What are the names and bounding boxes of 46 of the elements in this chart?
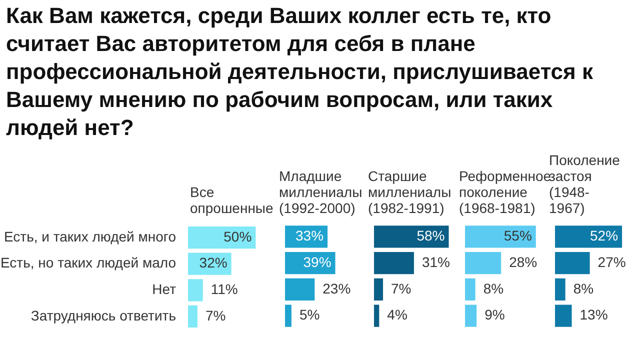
bar — [188, 279, 203, 302]
data-label: 33% — [296, 228, 324, 244]
chart-title: Как Вам кажется, среди Ваших коллег есть те, кто считает Вас авторитетом для себя в плане профессиональной деятельности, прислушивается к Вашему мнению по рабочим вопросам, или таких людей нет? — [6, 2, 594, 142]
data-label: 8% — [573, 280, 594, 296]
bar — [285, 304, 292, 327]
data-label: 28% — [509, 254, 538, 270]
bar — [374, 278, 384, 301]
data-label: 50% — [224, 228, 252, 244]
data-label: 58% — [416, 228, 445, 244]
data-label: 11% — [210, 281, 238, 298]
bar — [555, 226, 622, 248]
bar — [465, 252, 502, 274]
y-tick-label: Затрудняюсь ответить — [30, 307, 176, 324]
data-label: 7% — [391, 280, 412, 296]
data-label: 52% — [590, 228, 618, 244]
bar — [465, 304, 477, 327]
bar — [465, 278, 476, 301]
data-label: 8% — [483, 280, 504, 296]
bar — [374, 252, 414, 274]
data-label: 13% — [580, 306, 608, 323]
bar — [555, 252, 590, 274]
bar — [188, 226, 256, 249]
bar — [555, 278, 566, 301]
data-label: 5% — [299, 306, 320, 323]
chart-title: Младшие миллениалы (1992-2000) — [279, 168, 364, 216]
chart-title: Старшие миллениалы (1982-1991) — [368, 168, 452, 216]
data-label: 23% — [322, 280, 351, 296]
data-label: 55% — [504, 228, 532, 244]
chart-title: Поколение застоя (1948-1967) — [549, 152, 620, 216]
bar — [374, 304, 380, 327]
data-label: 27% — [598, 254, 626, 270]
bar — [188, 305, 198, 328]
y-tick-label: Есть, и таких людей много — [4, 228, 176, 244]
data-label: 9% — [484, 306, 505, 323]
y-tick-label: Нет — [152, 281, 177, 298]
data-label: 4% — [387, 306, 408, 323]
bar — [285, 278, 315, 301]
chart-subtitle: Все опрошенные — [190, 184, 274, 216]
data-label: 39% — [303, 254, 332, 270]
bar — [465, 226, 536, 248]
data-label: 32% — [199, 254, 228, 271]
data-label: 7% — [205, 307, 226, 324]
y-tick-label: Есть, но таких людей мало — [0, 254, 176, 271]
bar — [374, 226, 449, 248]
bar — [555, 304, 572, 327]
data-label: 31% — [422, 254, 450, 270]
